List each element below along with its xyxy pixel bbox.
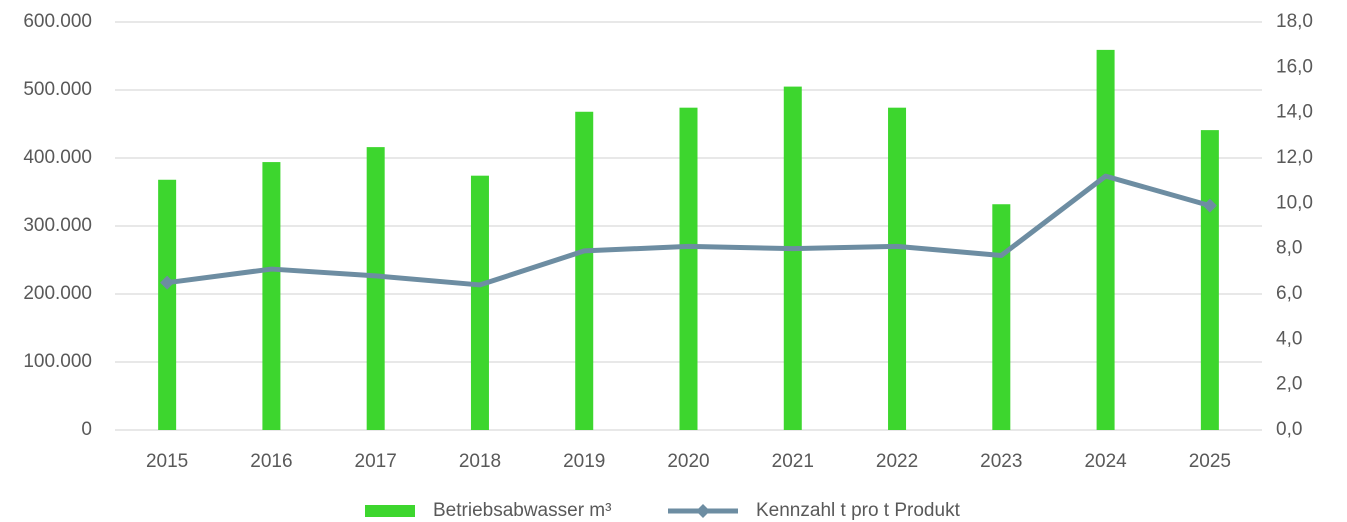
legend-swatch bbox=[365, 505, 415, 517]
y-tick-label: 500.000 bbox=[23, 79, 92, 100]
y-tick-label: 300.000 bbox=[23, 215, 92, 236]
y-tick-label: 200.000 bbox=[23, 283, 92, 304]
bar bbox=[1200, 130, 1219, 430]
legend-label: Betriebsabwasser m³ bbox=[433, 500, 611, 521]
bar bbox=[888, 107, 907, 431]
x-tick-label: 2024 bbox=[1084, 451, 1127, 472]
x-tick-label: 2019 bbox=[563, 451, 605, 472]
y2-tick-label: 2,0 bbox=[1276, 374, 1302, 395]
bar bbox=[262, 162, 281, 430]
x-tick-label: 2023 bbox=[980, 451, 1022, 472]
bar bbox=[366, 147, 385, 430]
bar bbox=[575, 111, 594, 430]
bar bbox=[470, 175, 489, 430]
y-tick-label: 600.000 bbox=[23, 11, 92, 32]
x-tick-label: 2018 bbox=[459, 451, 501, 472]
y2-tick-label: 16,0 bbox=[1276, 56, 1313, 77]
y-tick-label: 0 bbox=[81, 419, 92, 440]
y2-tick-label: 18,0 bbox=[1276, 11, 1313, 32]
x-tick-label: 2020 bbox=[667, 451, 709, 472]
x-tick-label: 2025 bbox=[1189, 451, 1231, 472]
line-marker bbox=[1202, 198, 1217, 213]
x-tick-label: 2022 bbox=[876, 451, 918, 472]
y2-tick-label: 6,0 bbox=[1276, 283, 1302, 304]
y2-tick-label: 14,0 bbox=[1276, 102, 1313, 123]
y2-tick-label: 4,0 bbox=[1276, 328, 1302, 349]
line-marker bbox=[160, 275, 175, 290]
y-tick-label: 400.000 bbox=[23, 147, 92, 168]
bar bbox=[992, 204, 1011, 430]
y2-tick-label: 12,0 bbox=[1276, 147, 1313, 168]
y-tick-label: 100.000 bbox=[23, 351, 92, 372]
bar bbox=[1096, 49, 1115, 430]
bar bbox=[158, 179, 177, 430]
y2-tick-label: 10,0 bbox=[1276, 192, 1313, 213]
y2-tick-label: 8,0 bbox=[1276, 238, 1302, 259]
x-tick-label: 2017 bbox=[355, 451, 397, 472]
bar bbox=[783, 86, 802, 430]
legend-label: Kennzahl t pro t Produkt bbox=[756, 500, 961, 521]
x-tick-label: 2021 bbox=[772, 451, 814, 472]
line bbox=[166, 173, 1211, 288]
bar bbox=[679, 107, 698, 431]
x-tick-label: 2016 bbox=[250, 451, 292, 472]
x-tick-label: 2015 bbox=[146, 451, 188, 472]
legend-swatch-marker bbox=[696, 504, 710, 518]
y2-tick-label: 0,0 bbox=[1276, 419, 1302, 440]
